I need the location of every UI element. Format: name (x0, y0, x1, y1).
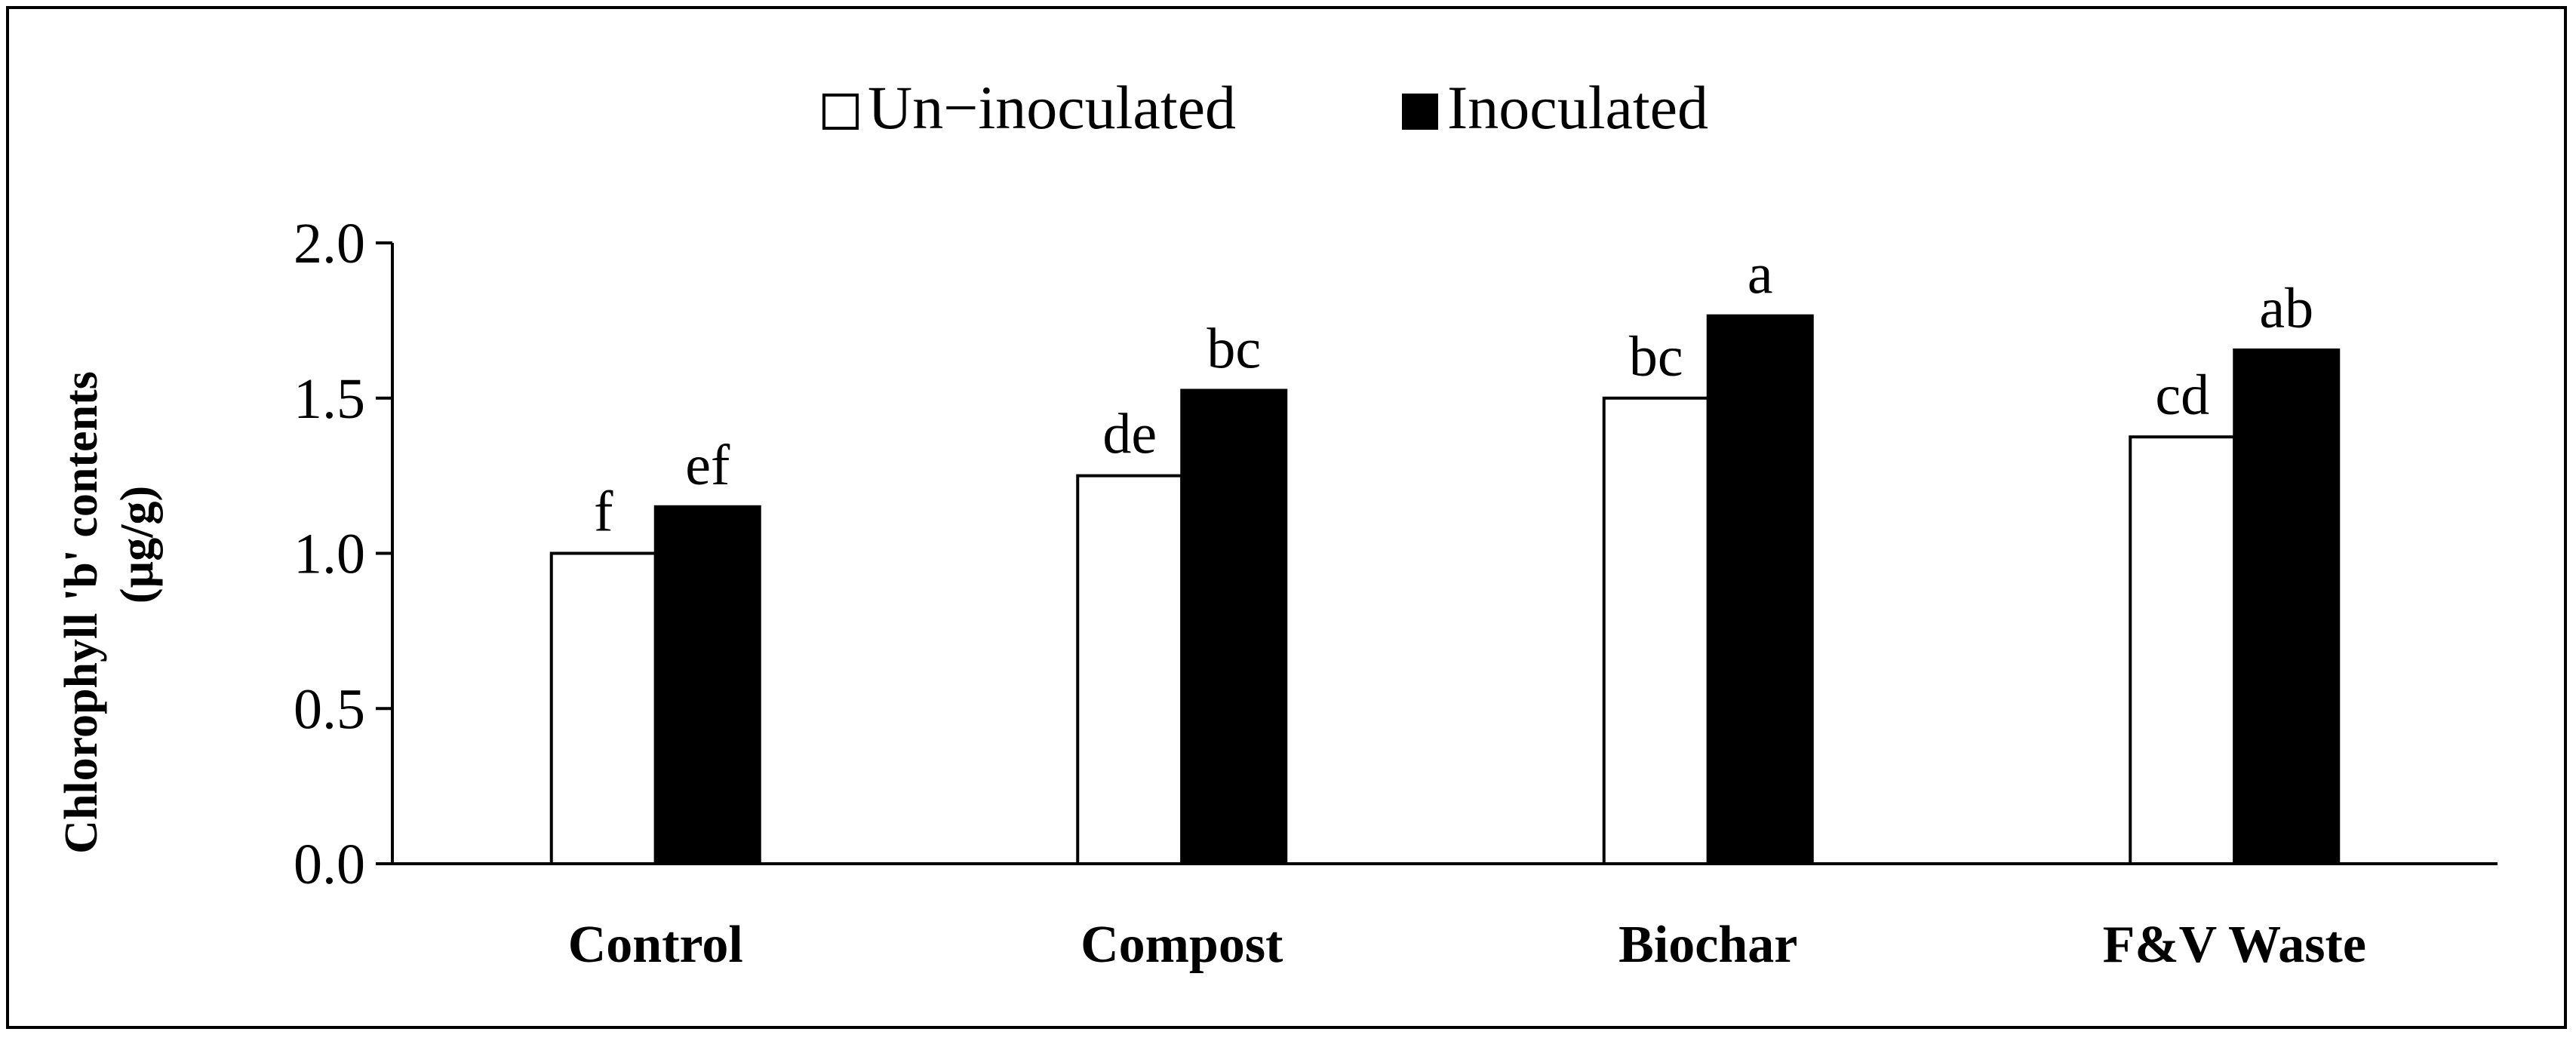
bar-uninoculated (1602, 396, 1710, 865)
x-category-label: Biochar (1618, 916, 1797, 974)
significance-label: cd (2155, 364, 2209, 427)
significance-label: ef (685, 434, 730, 497)
bar-inoculated (2233, 348, 2341, 865)
y-axis-label: Chlorophyll 'b' contents (56, 371, 107, 854)
x-category-label: Control (568, 916, 743, 974)
bar-inoculated (653, 505, 761, 866)
legend-label: Inoculated (1447, 73, 1708, 142)
y-tick-label: 1.5 (294, 367, 365, 431)
y-axis-unit: (µg/g) (112, 486, 163, 603)
bar-uninoculated (1076, 474, 1184, 865)
x-category-label: Compost (1081, 916, 1283, 974)
significance-label: ab (2259, 277, 2313, 340)
significance-label: bc (1629, 325, 1683, 388)
y-tick-label: 2.0 (294, 212, 365, 275)
bar-uninoculated (2129, 435, 2236, 865)
x-category-label: F&V Waste (2103, 916, 2366, 974)
significance-label: a (1748, 243, 1773, 306)
y-tick-label: 0.0 (294, 833, 365, 896)
legend-swatch-inoculated (1402, 94, 1438, 130)
y-tick-label: 0.5 (294, 677, 365, 741)
significance-label: bc (1207, 317, 1261, 380)
bar-inoculated (1706, 314, 1814, 865)
bars (549, 314, 2341, 866)
legend: Un−inoculated Inoculated (822, 73, 1708, 142)
y-tick-label: 1.0 (294, 523, 365, 586)
legend-swatch-uninoculated (822, 94, 859, 130)
legend-label: Un−inoculated (868, 73, 1236, 142)
bar-uninoculated (549, 551, 657, 865)
bar-inoculated (1180, 388, 1288, 865)
significance-label: f (594, 481, 613, 544)
significance-label: de (1102, 403, 1157, 466)
